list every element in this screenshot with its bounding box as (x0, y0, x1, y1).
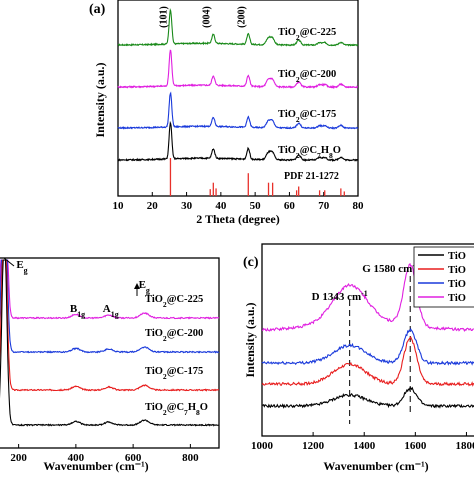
panel-a: (a) 10 20 30 40 50 60 70 80 (101) (004) (200) TiO… (89, 0, 364, 226)
panel-a-x-tick-label: 50 (250, 200, 262, 212)
panel-a-peak-label: (101) (158, 6, 169, 28)
panel-a-series-label: TiO2@C-225 (278, 27, 336, 42)
panel-c-x-axis-label: Wavenumber (cm⁻¹) (323, 459, 428, 473)
panel-b-series-line (0, 259, 220, 320)
panel-b-eg-arrowhead (134, 283, 140, 289)
panel-b-series-label: TiO2@C-175 (145, 366, 203, 381)
panel-b: 200 400 600 800 Eg B1g A1g Eg TiO2@C-225 TiO2@C… (0, 257, 220, 473)
panel-c-legend-label: TiO (448, 251, 466, 262)
panel-b-series-label: TiO2@C-200 (145, 328, 203, 343)
panel-b-series-line (0, 259, 220, 354)
panel-a-y-axis-label: Intensity (a.u.) (93, 62, 107, 137)
panel-c-series-line (261, 386, 474, 409)
panel-c-legend-label: TiO (448, 293, 466, 304)
panel-a-ref-label: PDF 21-1272 (284, 171, 339, 182)
panel-a-x-tick-label: 40 (215, 200, 227, 212)
panel-a-peak-label: (004) (201, 6, 212, 28)
panel-c-x-tick-label: 1400 (353, 440, 376, 452)
panel-b-x-tick-label: 400 (68, 452, 85, 464)
panel-b-series-label: TiO2@C-225 (145, 294, 203, 309)
panel-b-series-line (0, 259, 220, 427)
panel-a-x-tick-label: 70 (318, 200, 330, 212)
panel-a-peak-label: (200) (236, 6, 247, 28)
panel-c-y-axis-label: Intensity (a.u.) (243, 302, 257, 377)
panel-b-frame (0, 257, 220, 449)
panel-a-x-tick-label: 20 (147, 200, 159, 212)
panel-a-series-label: TiO2@C7H8O (278, 145, 341, 160)
panel-c-band-annotation: D 1343 cm-1 (312, 289, 368, 304)
panel-a-frame (117, 0, 359, 197)
panel-b-band-label: B1g (70, 303, 85, 319)
panel-c-x-tick-label: 1600 (404, 440, 427, 452)
panel-b-series-label: TiO2@C7H8O (145, 402, 208, 417)
panel-a-x-tick-label: 10 (113, 200, 125, 212)
panel-a-series-line (117, 7, 359, 47)
panel-a-series-line (117, 120, 359, 163)
panel-b-x-tick-label: 600 (125, 452, 142, 464)
panel-c-legend-label: TiO (448, 265, 466, 276)
panel-a-x-tick-label: 60 (284, 200, 296, 212)
panel-a-x-tick-label: 30 (181, 200, 193, 212)
panel-c-frame (261, 243, 474, 437)
panel-c-series-line (261, 336, 474, 387)
panel-b-band-label: Eg (16, 259, 27, 275)
panel-b-x-axis-label: Wavenumber (cm⁻¹) (43, 459, 148, 473)
panel-b-x-tick-label: 200 (10, 452, 27, 464)
panel-c-x-tick-label: 1000 (251, 440, 274, 452)
panel-a-series-label: TiO2@C-175 (278, 109, 336, 124)
panel-a-series-line (117, 91, 359, 130)
panel-c-band-annotation: G 1580 cm-1 (362, 261, 419, 276)
panel-c-series-line (261, 327, 474, 366)
panel-a-series-label: TiO2@C-200 (278, 69, 336, 84)
panel-b-band-label: Eg (139, 279, 150, 295)
panel-c: (c) 1000 1200 1400 1600 1800 D 1343 cm-1 G 15… (243, 243, 474, 473)
panel-b-band-label: A1g (103, 303, 119, 319)
panel-c-series-line (262, 262, 474, 332)
panel-c-x-tick-label: 1200 (302, 440, 325, 452)
panel-a-letter: (a) (89, 2, 106, 17)
panel-a-x-tick-label: 80 (353, 200, 365, 212)
panel-a-x-axis-label: 2 Theta (degree) (196, 212, 280, 226)
panel-c-legend-label: TiO (448, 279, 466, 290)
panel-c-letter: (c) (243, 255, 259, 270)
panel-b-x-tick-label: 800 (182, 452, 199, 464)
panel-b-eg-arrow-line (3, 257, 15, 267)
panel-c-x-tick-label: 1800 (455, 440, 474, 452)
panel-a-series-line (117, 49, 358, 89)
panel-b-series-line (0, 259, 220, 392)
